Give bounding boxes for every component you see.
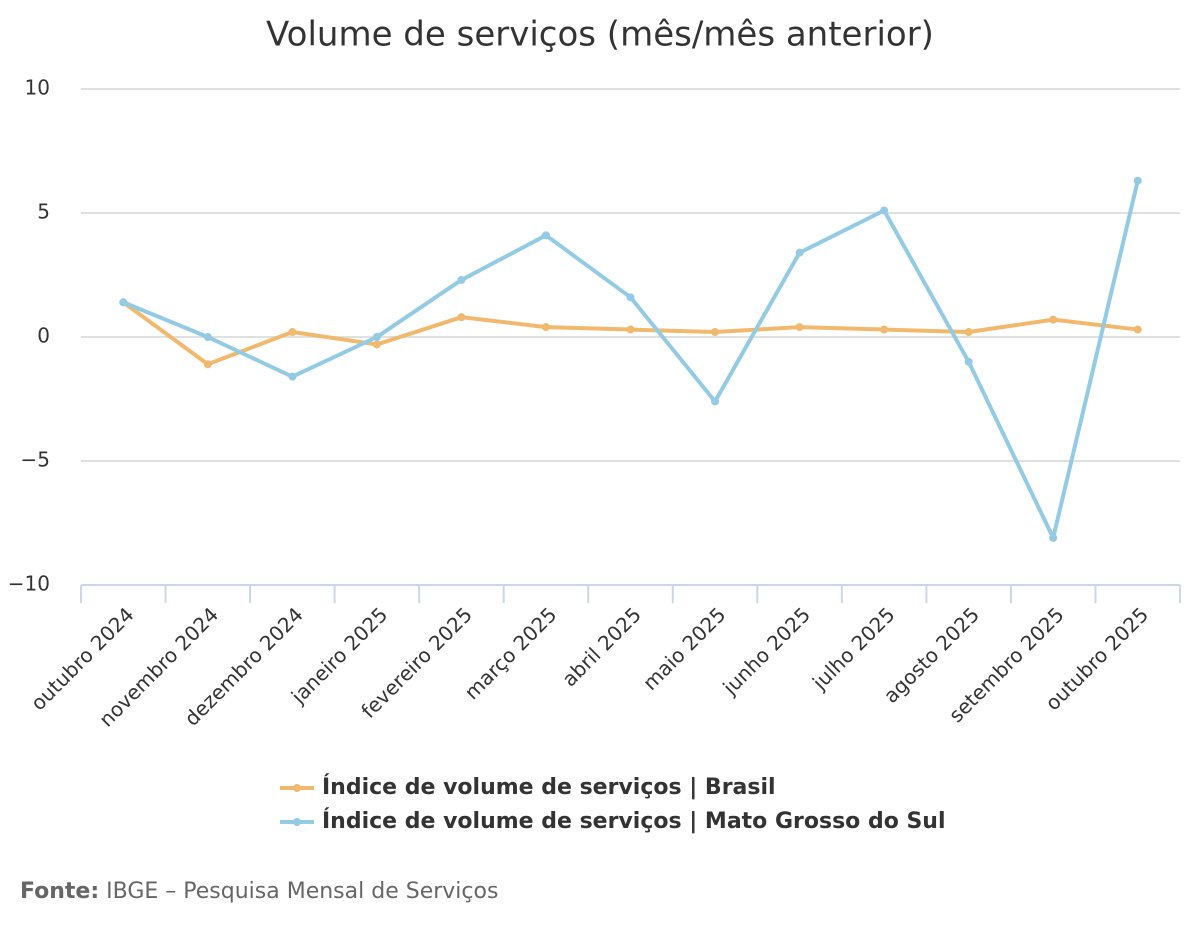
point <box>119 298 128 307</box>
point <box>626 325 635 334</box>
source-text: IBGE – Pesquisa Mensal de Serviços <box>106 879 498 904</box>
point <box>203 360 212 369</box>
y-tick-label: 10 <box>25 76 50 100</box>
point <box>711 328 720 337</box>
point <box>964 328 973 337</box>
legend-dot <box>293 818 301 826</box>
chart-title: Volume de serviços (mês/mês anterior) <box>266 15 934 55</box>
point <box>203 333 212 341</box>
y-tick-label: 0 <box>37 324 50 348</box>
point <box>457 275 466 284</box>
source: Fonte: IBGE – Pesquisa Mensal de Serviço… <box>20 879 498 904</box>
point <box>626 293 635 302</box>
point <box>288 328 297 337</box>
legend-label: Índice de volume de serviços | Brasil <box>322 774 776 800</box>
point <box>795 248 804 257</box>
series-line <box>122 180 1140 540</box>
point <box>541 323 550 332</box>
x-tick-label: maio 2025 <box>638 602 730 694</box>
x-tick-label: abril 2025 <box>557 602 646 691</box>
x-tick-label: junho 2025 <box>717 602 815 700</box>
point <box>288 372 297 381</box>
point <box>1133 176 1142 185</box>
point <box>795 323 804 332</box>
y-tick-label: 5 <box>37 200 50 224</box>
point <box>880 325 889 334</box>
y-tick-label: −5 <box>21 448 50 472</box>
x-tick-label: julho 2025 <box>807 602 900 695</box>
y-tick-label: −10 <box>8 572 50 596</box>
point <box>372 333 381 341</box>
legend-dot <box>293 784 301 792</box>
point <box>457 313 466 322</box>
point <box>880 206 889 215</box>
point <box>711 397 720 406</box>
point <box>541 231 550 240</box>
point <box>1133 325 1142 334</box>
legend-label: Índice de volume de serviços | Mato Gros… <box>322 808 946 834</box>
point <box>1049 533 1058 542</box>
point <box>964 357 973 366</box>
source-label: Fonte: <box>20 879 99 904</box>
point <box>372 340 381 349</box>
point <box>1049 315 1058 324</box>
